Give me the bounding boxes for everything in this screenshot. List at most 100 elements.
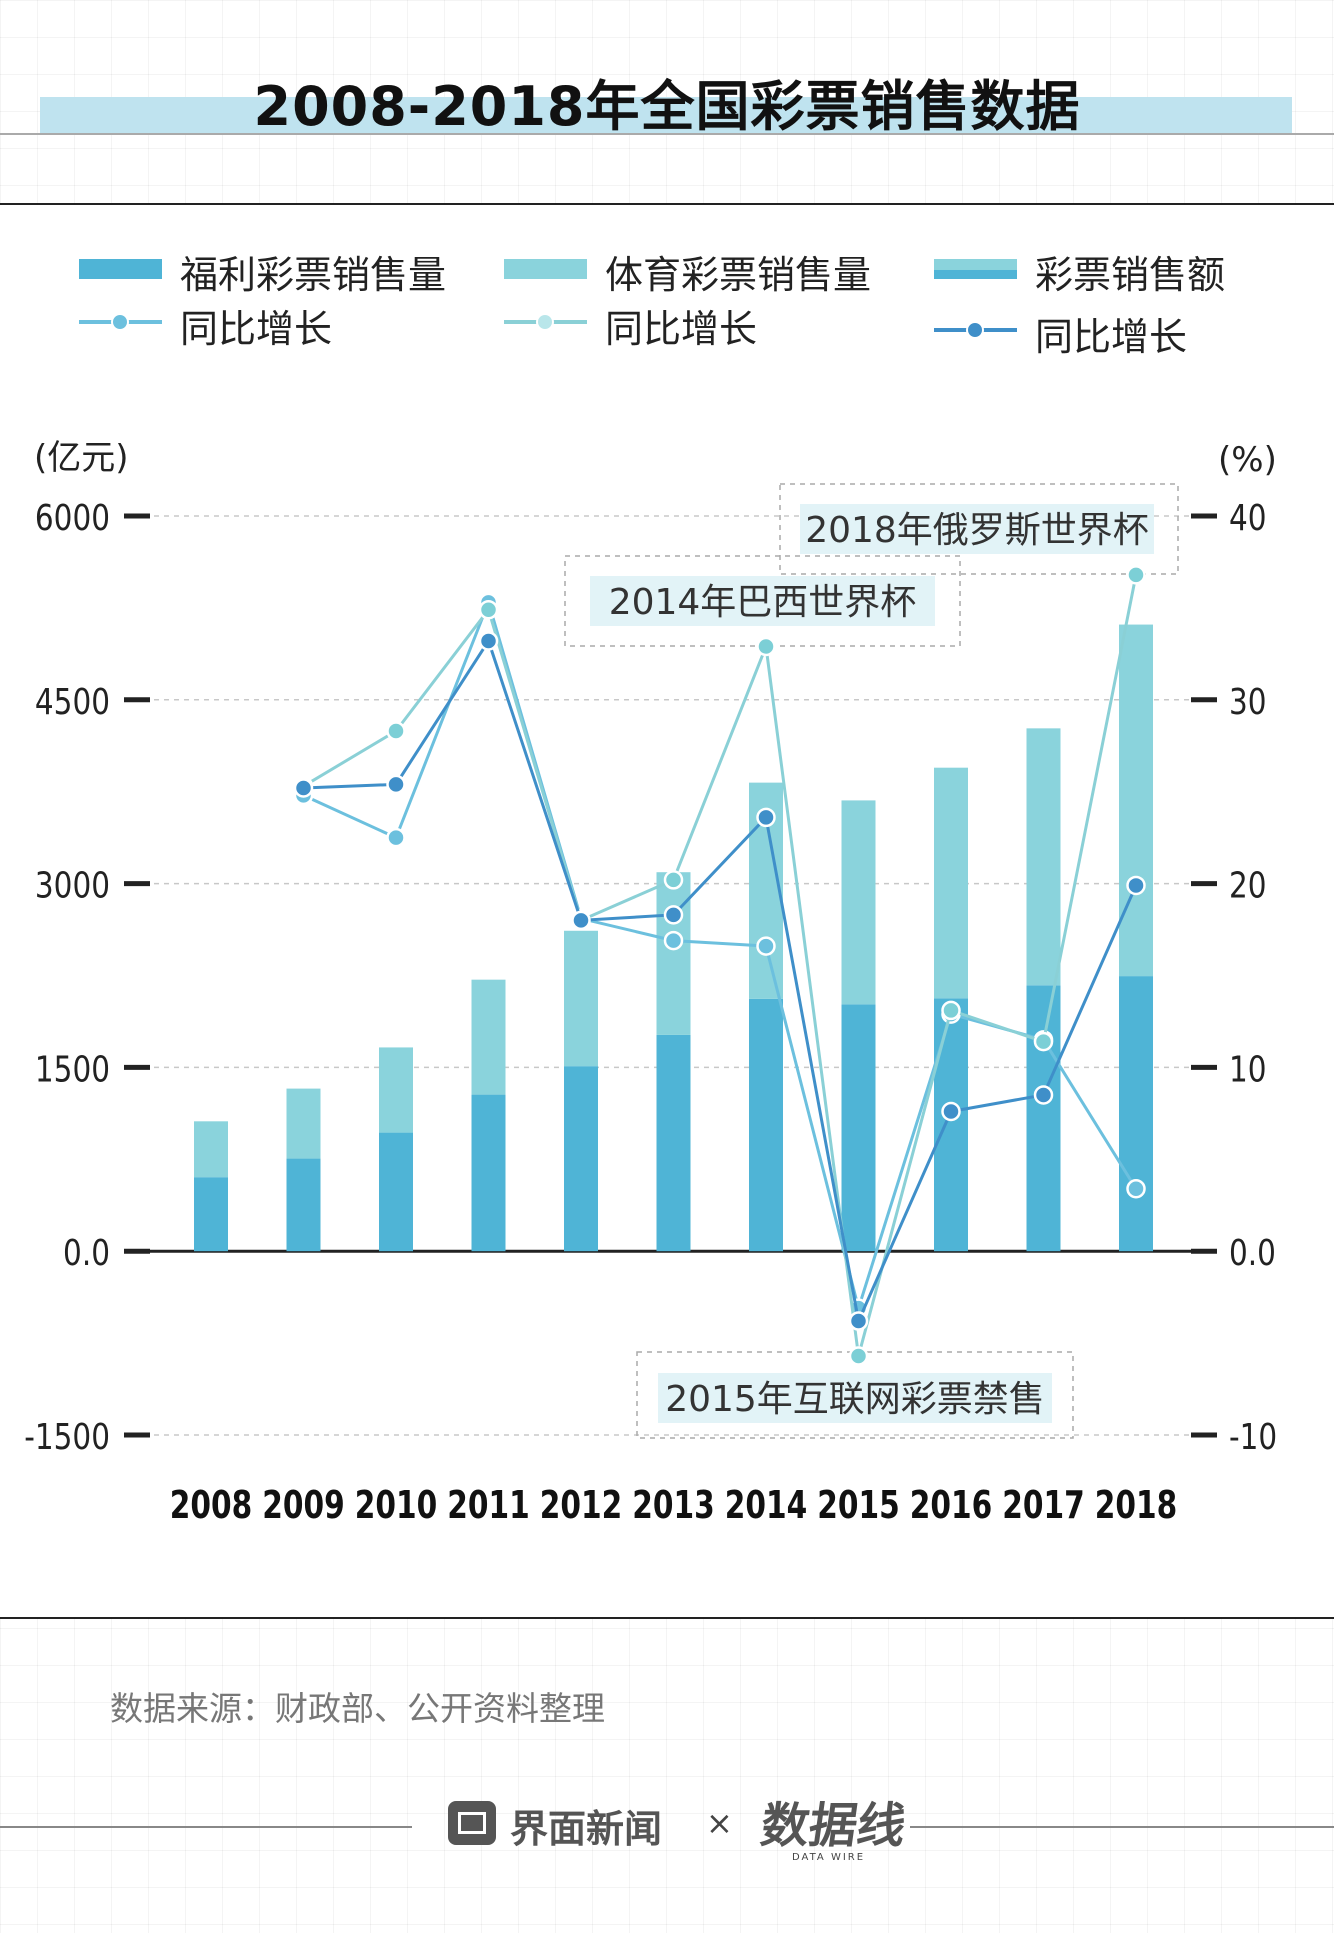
total-growth-point [848, 1311, 869, 1331]
x-tick-label: 2008 [170, 1483, 252, 1528]
bar-sports [841, 800, 876, 1005]
bar-sports [286, 1088, 321, 1159]
legend-total-growth-label: 同比增长 [1035, 315, 1188, 359]
annotation-frame [636, 1351, 1074, 1439]
x-tick-label: 2018 [1095, 1483, 1177, 1528]
legend-welfare-growth-label: 同比增长 [180, 307, 333, 351]
sports-growth-point [941, 1000, 961, 1021]
title-band [40, 97, 1292, 133]
left-tick-label: -1500 [24, 1415, 110, 1458]
page-title: 2008-2018年全国彩票销售数据 [253, 75, 1081, 138]
x-tick-label: 2011 [447, 1483, 529, 1528]
sports-growth-point [663, 870, 684, 890]
sports-growth-point [386, 721, 406, 741]
right-tick-label: 20 [1229, 864, 1267, 907]
bar-sports [194, 1121, 228, 1178]
right-tick-label: 0.0 [1229, 1231, 1276, 1274]
legend-total-label: 彩票销售额 [1035, 253, 1226, 297]
total-growth-point [386, 774, 406, 795]
annotation-text: 2015年互联网彩票禁售 [665, 1379, 1045, 1420]
right-tick-label: -10 [1229, 1415, 1277, 1458]
right-tick-label: 40 [1229, 496, 1267, 539]
footer-brand: 界面新闻 [510, 1807, 663, 1851]
left-tick-label: 4500 [35, 680, 110, 723]
sports-growth-point [848, 1346, 869, 1366]
annotation-frame [779, 483, 1179, 575]
brand-logo-icon [448, 1801, 496, 1845]
bar-welfare [379, 1132, 413, 1252]
annotation-text: 2018年俄罗斯世界杯 [805, 510, 1149, 551]
annotation-label-bg [590, 576, 935, 626]
bar-sports [564, 930, 598, 1067]
total-growth-point [293, 778, 314, 798]
left-tick-label: 6000 [35, 496, 110, 539]
right-tick-label: 30 [1229, 680, 1267, 723]
welfare-growth-point [386, 827, 406, 848]
bar-sports [656, 872, 691, 1035]
title-divider [0, 133, 1334, 135]
right-axis-unit: (%) [1218, 440, 1277, 480]
bar-welfare [656, 1034, 691, 1252]
bar-sports [1026, 728, 1061, 986]
bar-welfare [471, 1094, 506, 1252]
total-growth-point [478, 631, 499, 651]
sports-growth-line [302, 574, 1138, 1357]
bar-sports [934, 767, 968, 999]
bar-welfare [934, 998, 968, 1252]
bar-welfare [841, 1004, 876, 1252]
footer-cross: × [706, 1804, 733, 1842]
left-tick-label: 3000 [35, 864, 110, 907]
bar-welfare [749, 998, 783, 1252]
x-tick-label: 2015 [817, 1483, 899, 1528]
total-growth-point [663, 905, 684, 925]
bar-sports [1119, 624, 1153, 977]
x-tick-label: 2017 [1002, 1483, 1084, 1528]
bar-welfare [1026, 985, 1061, 1252]
total-growth-point [1126, 875, 1146, 896]
source-note: 数据来源：财政部、公开资料整理 [110, 1689, 605, 1728]
bar-welfare [1119, 976, 1153, 1252]
bar-sports [379, 1047, 413, 1133]
bar-welfare [194, 1177, 228, 1252]
footer-line-left [0, 1826, 412, 1828]
welfare-growth-point [1126, 1178, 1146, 1199]
sports-growth-point [1033, 1031, 1054, 1052]
sports-growth-point [478, 599, 499, 620]
left-tick-label: 1500 [35, 1047, 110, 1090]
legend-sports-swatch [504, 259, 587, 279]
x-tick-label: 2012 [540, 1483, 622, 1528]
legend-sports-label: 体育彩票销售量 [605, 253, 872, 297]
footer-logo-subtitle: DATA WIRE [792, 1852, 866, 1863]
annotation-text: 2014年巴西世界杯 [609, 582, 917, 623]
legend-welfare-swatch [79, 259, 162, 279]
legend-total-swatch [934, 259, 1017, 279]
bar-sports [471, 979, 506, 1095]
total-growth-point [1033, 1085, 1054, 1105]
welfare-growth-line [302, 597, 1138, 1314]
x-tick-label: 2013 [632, 1483, 714, 1528]
legend-sports-growth-label: 同比增长 [605, 307, 758, 351]
right-tick-label: 10 [1229, 1047, 1267, 1090]
left-axis-unit: (亿元) [34, 438, 129, 478]
footer-logo: 数据线 [757, 1798, 910, 1854]
sports-growth-point [756, 636, 776, 657]
bar-welfare [286, 1158, 321, 1252]
welfare-growth-point [756, 936, 776, 956]
x-tick-label: 2016 [910, 1483, 992, 1528]
total-growth-point [941, 1101, 961, 1122]
annotation-label-bg [800, 504, 1154, 554]
welfare-growth-point [663, 930, 684, 951]
left-tick-label: 0.0 [63, 1231, 110, 1274]
total-growth-point [756, 807, 776, 828]
x-tick-label: 2010 [355, 1483, 437, 1528]
sports-growth-point [1126, 565, 1146, 585]
bar-welfare [564, 1066, 598, 1252]
total-growth-point [571, 910, 591, 931]
legend-welfare-label: 福利彩票销售量 [180, 253, 447, 297]
x-tick-label: 2014 [725, 1483, 807, 1528]
total-growth-line [303, 637, 1138, 1327]
annotation-label-bg [658, 1373, 1052, 1423]
